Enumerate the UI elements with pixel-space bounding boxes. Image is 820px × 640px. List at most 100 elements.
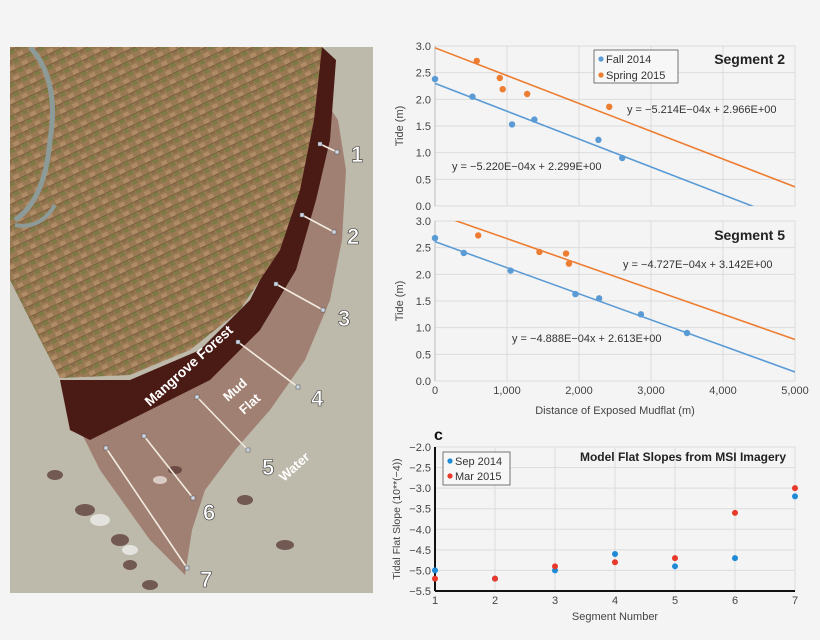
data-point-mar-2015: [552, 563, 558, 570]
x-tick-label: 7: [792, 595, 798, 607]
x-axis-label: Distance of Exposed Mudflat (m): [535, 405, 695, 417]
y-tick-label: 1.0: [416, 323, 431, 335]
data-point-fall-2014: [507, 267, 514, 274]
data-point-spring-2015: [475, 232, 482, 239]
data-point-mar-2015: [432, 575, 438, 582]
data-point-mar-2015: [612, 559, 618, 566]
trendline-fall-2014: [435, 240, 795, 373]
y-tick-label: 2.0: [416, 94, 431, 106]
segment-2-label: 2: [347, 224, 359, 249]
data-point-fall-2014: [619, 154, 626, 162]
y-tick-label: 2.5: [416, 68, 431, 80]
data-point-spring-2015: [499, 86, 506, 93]
farmland-area: [10, 47, 322, 378]
data-point-spring-2015: [523, 90, 531, 98]
mar-2015-marker-icon: [447, 473, 453, 479]
segment-2-fall-equation: y = −5.220E−04x + 2.299E+00: [452, 161, 602, 173]
y-tick-label: 1.5: [416, 121, 431, 133]
y-tick-label: −3.0: [409, 483, 431, 495]
data-point-fall-2014: [572, 290, 579, 298]
x-tick-label: 1: [432, 595, 438, 607]
data-point-spring-2015: [536, 248, 543, 256]
x-tick-label: 3: [552, 595, 558, 607]
tide-vs-distance-charts: 0.0 0.5 1.0 1.5 2.0 2.5 3.0 0 1,000 2,000 3,000 4,…: [394, 41, 809, 417]
data-point-sep-2014: [792, 493, 798, 500]
y-tick-label: −3.5: [409, 504, 431, 516]
x-tick-label: 5: [672, 595, 678, 607]
y-axis-label-seg2: Tide (m): [394, 106, 406, 147]
x-tick-label: 2,000: [565, 385, 593, 397]
x-tick-label: 4: [612, 595, 618, 607]
y-tick-label: 0.5: [416, 349, 431, 361]
segment-1-transect: 1: [317, 142, 364, 167]
fall-2014-marker-icon: [598, 56, 604, 62]
data-point-spring-2015: [565, 260, 573, 267]
segment-2-transect: 2: [299, 212, 360, 249]
data-point-mar-2015: [492, 575, 498, 582]
data-point-fall-2014: [431, 75, 439, 83]
y-tick-label: −2.5: [409, 463, 431, 475]
trendline-spring-2015: [435, 47, 795, 188]
legend-chart-c: Sep 2014 Mar 2015: [442, 451, 511, 486]
data-point-fall-2014: [460, 249, 467, 257]
segment-3-label: 3: [338, 306, 350, 331]
x-tick-label: 6: [732, 595, 738, 607]
data-point-sep-2014: [552, 567, 558, 574]
river: [13, 47, 55, 223]
data-point-fall-2014: [508, 121, 516, 128]
segment-5-label: 5: [262, 455, 274, 480]
segment-5-fall-equation: y = −4.888E−04x + 2.613E+00: [512, 333, 662, 345]
y-tick-label: −4.0: [409, 524, 431, 536]
y-axis-label-seg5: Tide (m): [394, 281, 406, 322]
mud-flat-area: [80, 90, 346, 575]
sep-2014-marker-icon: [447, 458, 453, 464]
y-tick-label: 2.5: [416, 243, 431, 255]
y-tick-label: −4.5: [409, 545, 431, 557]
y-tick-label: 0.0: [416, 201, 431, 213]
y-tick-label: 0.0: [416, 376, 431, 388]
segment-4-label: 4: [311, 386, 324, 411]
y-tick-label: 1.5: [416, 296, 431, 308]
y-tick-label: 2.0: [416, 269, 431, 281]
segment-7-label: 7: [200, 567, 212, 592]
chart-c-title: Model Flat Slopes from MSI Imagery: [580, 450, 786, 464]
segment-5-transect: 5: [194, 394, 275, 480]
y-tick-label: 3.0: [416, 216, 431, 228]
data-point-spring-2015: [606, 103, 613, 111]
segment-6-transect: 6: [141, 433, 216, 525]
chart-c-x-label: Segment Number: [572, 611, 659, 623]
segment-5-chart: 0 1,000 2,000 3,000 4,000 5,000 0.0 0.5 1.0 1.5 2.…: [416, 216, 809, 397]
y-tick-label: 1.0: [416, 148, 431, 160]
data-point-spring-2015: [473, 57, 480, 65]
data-point-mar-2015: [792, 485, 798, 492]
segment-5-spring-equation: y = −4.727E−04x + 3.142E+00: [623, 259, 773, 271]
segment-transects: 1 2 3 4 5 6 7: [103, 142, 364, 592]
data-point-fall-2014: [683, 329, 691, 337]
x-tick-label: 0: [432, 385, 438, 397]
segment-2-spring-equation: y = −5.214E−04x + 2.966E+00: [627, 104, 777, 116]
y-tick-label: 0.5: [416, 174, 431, 186]
data-point-fall-2014: [431, 234, 439, 242]
model-flat-slopes-chart: 1 2 3 4 5 6 7−5.5−5.0−4.5−4.0−3.5−3.0−2.5−2.0 …: [391, 427, 798, 623]
data-point-fall-2014: [595, 295, 603, 302]
segment-5-title: Segment 5: [714, 227, 785, 243]
x-tick-label: 4,000: [709, 385, 737, 397]
legend-fall-2014: Fall 2014: [606, 54, 651, 66]
legend-mar-2015: Mar 2015: [455, 471, 501, 483]
data-point-spring-2015: [496, 74, 503, 82]
data-point-sep-2014: [732, 555, 738, 562]
data-point-mar-2015: [732, 509, 738, 516]
y-tick-label: 3.0: [416, 41, 431, 53]
x-tick-label: 3,000: [637, 385, 665, 397]
data-point-spring-2015: [562, 250, 570, 257]
x-tick-label: 5,000: [781, 385, 809, 397]
segment-7-transect: 7: [103, 445, 213, 592]
chart-c-y-label: Tidal Flat Slope (10**(−4)): [391, 458, 403, 579]
trendline-fall-2014: [435, 82, 755, 206]
segment-4-transect: 4: [235, 339, 324, 411]
trendline-spring-2015: [454, 221, 795, 341]
segment-2-title: Segment 2: [714, 51, 785, 67]
data-point-sep-2014: [612, 550, 618, 557]
y-tick-label: −2.0: [409, 442, 431, 454]
